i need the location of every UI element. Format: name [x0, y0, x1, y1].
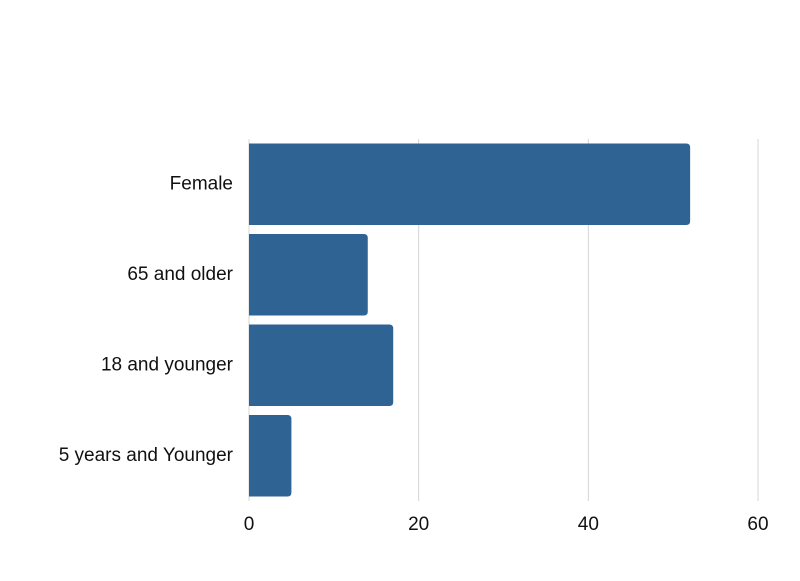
x-tick-label-0: 0 — [244, 514, 255, 535]
bar-65-and-older — [249, 234, 368, 316]
category-label-18-and-younger: 18 and younger — [101, 354, 234, 375]
category-label-65-and-older: 65 and older — [127, 264, 233, 285]
x-tick-label-60: 60 — [747, 514, 768, 535]
x-tick-label-40: 40 — [578, 514, 599, 535]
category-labels: Female 65 and older 18 and younger 5 years … — [59, 173, 234, 466]
x-tick-label-20: 20 — [408, 514, 429, 535]
bar-female — [249, 143, 691, 225]
bar-5-years-and-younger — [249, 415, 292, 497]
bars — [249, 143, 691, 497]
category-label-5-years-and-younger: 5 years and Younger — [59, 445, 234, 466]
category-label-female: Female — [170, 173, 233, 194]
x-axis-tick-labels: 0 20 40 60 — [244, 514, 769, 535]
bar-18-and-younger — [249, 324, 394, 406]
